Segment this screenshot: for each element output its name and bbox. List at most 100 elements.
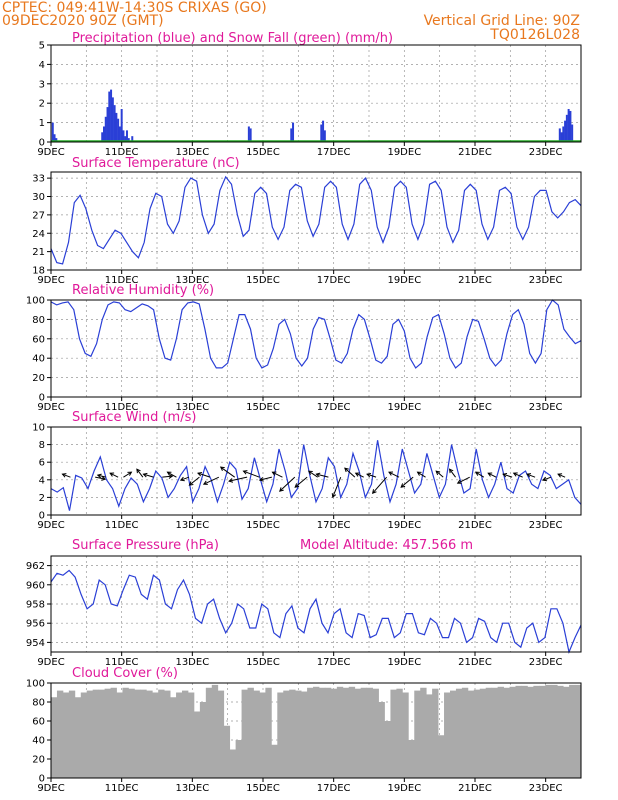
y-tick-label: 2 xyxy=(39,99,45,110)
cloud-bar xyxy=(253,690,260,778)
wind-arrow-head xyxy=(307,470,313,475)
wind-arrow xyxy=(220,466,236,478)
cloud-bar xyxy=(402,692,409,778)
cloud-bar xyxy=(479,688,487,778)
cloud-bar xyxy=(324,687,332,778)
cloud-bar xyxy=(265,687,272,778)
wind-arrow xyxy=(123,471,132,478)
cloud-bar xyxy=(211,684,219,778)
cloud-bar xyxy=(80,692,88,778)
wind-arrow xyxy=(203,476,220,485)
x-tick-label: 21DEC xyxy=(458,657,492,668)
wind-arrow xyxy=(400,476,414,488)
x-tick-label: 15DEC xyxy=(246,520,280,531)
wind-arrow-head xyxy=(188,481,194,486)
x-tick-label: 21DEC xyxy=(458,520,492,531)
precip-bar xyxy=(565,114,568,142)
wind-arrow xyxy=(136,468,144,478)
precip-bar xyxy=(560,132,563,142)
wind-arrow xyxy=(366,473,377,478)
y-tick-label: 80 xyxy=(32,698,45,709)
x-tick-label: 13DEC xyxy=(175,402,209,413)
wind-arrow xyxy=(62,473,71,478)
y-tick-label: 0 xyxy=(39,511,45,522)
rh-title: Relative Humidity (%) xyxy=(72,283,215,298)
wind-arrow-head xyxy=(242,470,248,475)
cloud-bar xyxy=(271,744,278,778)
pressure-panel: 954 956 958 960 962 9DEC 11DEC 13DEC 15DEC 17DEC 1… xyxy=(26,555,582,668)
y-tick-label: 0 xyxy=(39,774,45,785)
cloud-bar xyxy=(283,690,290,778)
cloud-bar xyxy=(223,725,231,778)
precip-bar xyxy=(113,105,116,142)
wind-arrow-head xyxy=(96,473,102,479)
precip-bar xyxy=(564,120,567,142)
cloud-bar xyxy=(575,684,582,778)
cloud-bar xyxy=(122,687,129,778)
cloud-bar xyxy=(229,749,237,778)
wind-arrow-head xyxy=(354,472,360,477)
wind-arrow xyxy=(197,472,211,478)
x-tick-label: 13DEC xyxy=(175,657,209,668)
cloud-bar xyxy=(378,702,385,778)
plot-frame xyxy=(50,682,582,779)
y-tick-label: 33 xyxy=(32,174,45,185)
cloud-bar xyxy=(545,684,552,778)
cloud-bar xyxy=(247,687,254,778)
cloud-bar xyxy=(551,684,558,778)
cloud-bar xyxy=(390,689,397,778)
cloud-bar xyxy=(467,690,475,778)
wind-arrow xyxy=(279,476,296,492)
precip-bar xyxy=(122,130,125,142)
precip-bar xyxy=(571,124,574,142)
wind-arrow xyxy=(417,471,426,478)
cloud-bar xyxy=(366,687,373,778)
x-tick-label: 21DEC xyxy=(458,275,492,286)
wind-arrow-head xyxy=(219,466,225,471)
rh-line xyxy=(50,299,582,369)
wind-title: Surface Wind (m/s) xyxy=(72,410,197,425)
x-tick-label: 19DEC xyxy=(387,783,421,794)
x-tick-label: 19DEC xyxy=(387,402,421,413)
wind-arrow-head xyxy=(435,470,441,476)
cloud-bar xyxy=(152,692,159,778)
wind-arrow xyxy=(308,470,319,478)
x-tick-label: 17DEC xyxy=(317,402,351,413)
wind-arrow-head xyxy=(366,472,372,478)
x-tick-label: 19DEC xyxy=(387,520,421,531)
cloud-bar xyxy=(241,689,248,778)
header-date: 09DEC2020 90Z (GMT) xyxy=(2,13,164,29)
cloud-bar xyxy=(259,692,266,778)
cloud-bar xyxy=(140,689,147,778)
x-tick-label: 11DEC xyxy=(105,783,139,794)
wind-arrow xyxy=(487,472,497,478)
cloud-bar xyxy=(170,697,177,778)
cloud-bar xyxy=(235,740,242,778)
y-tick-label: 958 xyxy=(26,600,45,611)
wind-arrow xyxy=(332,476,342,498)
precip-bar xyxy=(322,120,325,142)
y-tick-label: 956 xyxy=(26,619,45,630)
y-tick-label: 24 xyxy=(32,229,45,240)
wind-arrow-head xyxy=(271,471,277,476)
wind-arrow-head xyxy=(258,477,264,482)
cloud-bar xyxy=(56,690,64,778)
cloud-bar xyxy=(330,688,338,778)
cloud-bar xyxy=(277,692,284,778)
x-tick-label: 21DEC xyxy=(458,147,492,158)
cloud-bar xyxy=(354,688,362,778)
y-tick-label: 8 xyxy=(39,440,45,451)
cloud-panel: 0 20 40 60 80 100 9DEC 11DEC 13DEC 15DEC 17DEC 19DE… xyxy=(26,679,582,794)
precip-bar xyxy=(106,107,109,142)
x-tick-label: 13DEC xyxy=(175,147,209,158)
x-tick-label: 11DEC xyxy=(105,520,139,531)
wind-arrow xyxy=(475,471,485,478)
plot-frame xyxy=(50,171,582,271)
cloud-title: Cloud Cover (%) xyxy=(72,666,178,681)
header-station: CPTEC: 049:41W-14:30S CRIXAS (GO) xyxy=(2,0,267,16)
precip-bar xyxy=(55,138,58,142)
cloud-bar xyxy=(164,690,171,778)
x-tick-label: 13DEC xyxy=(175,520,209,531)
wind-arrow-head xyxy=(502,472,508,478)
precip-bar xyxy=(292,122,295,142)
